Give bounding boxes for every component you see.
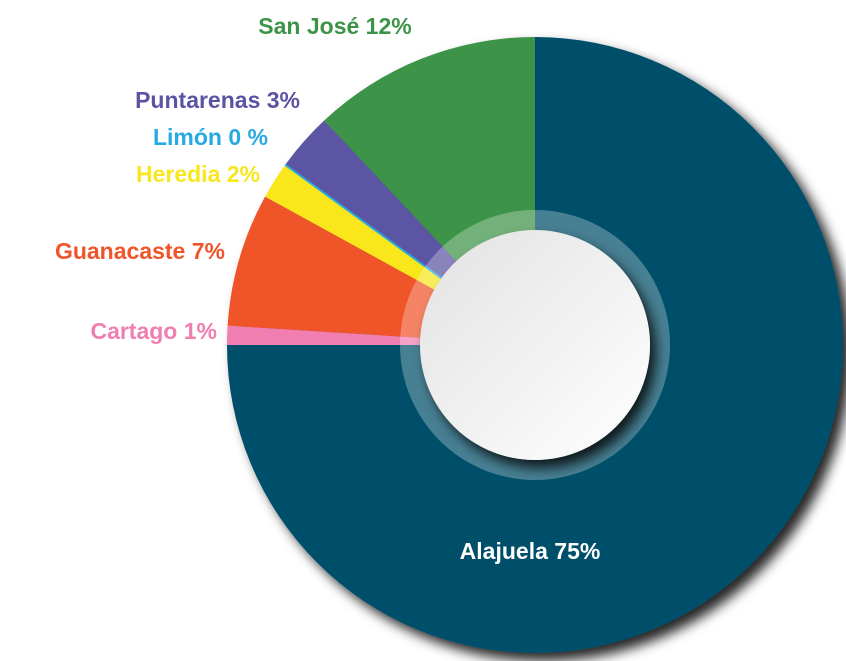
category-name: Guanacaste [55, 238, 185, 264]
category-name: Cartago [90, 318, 177, 344]
value-label: 0 % [228, 124, 268, 150]
slice-label: Cartago 1% [90, 318, 217, 344]
slice-label: Limón 0 % [153, 124, 268, 150]
value-label: 7% [192, 238, 225, 264]
value-label: 1% [184, 318, 217, 344]
slice-label: Alajuela 75% [460, 538, 601, 564]
slice-label: Heredia 2% [136, 161, 260, 187]
slice-label: Guanacaste 7% [55, 238, 225, 264]
value-label: 75% [554, 538, 600, 564]
value-label: 12% [366, 13, 412, 39]
category-name: Puntarenas [135, 87, 260, 113]
category-name: San José [258, 13, 359, 39]
value-label: 3% [267, 87, 300, 113]
slice-label: San José 12% [258, 13, 411, 39]
category-name: Alajuela [460, 538, 548, 564]
category-name: Heredia [136, 161, 221, 187]
category-name: Limón [153, 124, 222, 150]
donut-hole [420, 230, 650, 460]
value-label: 2% [227, 161, 260, 187]
slice-label: Puntarenas 3% [135, 87, 300, 113]
